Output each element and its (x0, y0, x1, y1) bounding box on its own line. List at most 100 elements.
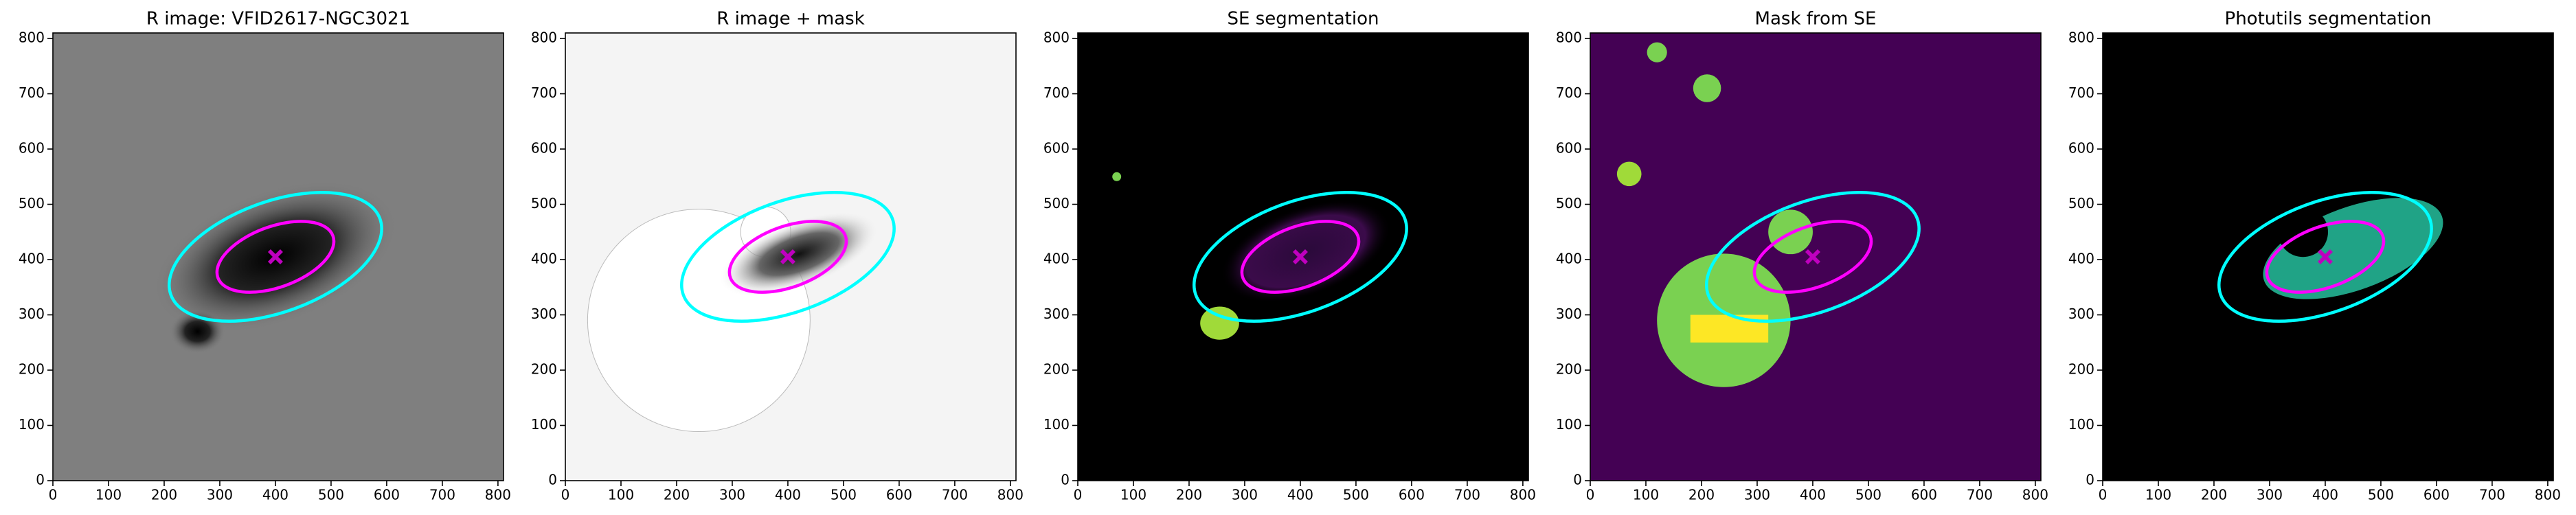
y-tick-label: 500 (19, 195, 45, 211)
x-tick-label: 700 (942, 487, 968, 503)
panel: 0 100 200 300 400 500 600 700 800 0 100 200 300 400 50… (1043, 9, 1536, 503)
x-tick-label: 500 (1855, 487, 1882, 503)
x-tick-label: 100 (1120, 487, 1146, 503)
y-tick-label: 700 (531, 84, 557, 101)
axes-frame (1590, 32, 2042, 481)
x-tick-label: 500 (1343, 487, 1369, 503)
chart-title: Photutils segmentation (2225, 9, 2432, 30)
y-tick-label: 400 (531, 251, 557, 267)
aperture-ellipse (2217, 190, 2433, 323)
x-tick-label: 700 (1967, 487, 1993, 503)
y-tick-label: 800 (2068, 30, 2094, 46)
x-tick-label: 200 (1688, 487, 1715, 503)
y-tick-label: 0 (548, 472, 557, 488)
center-marker (2317, 249, 2333, 264)
axes-frame (1077, 32, 1529, 481)
y-tick-label: 100 (1556, 416, 1582, 433)
y-tick-label: 700 (1043, 84, 1070, 101)
aperture-ellipse (1240, 220, 1361, 294)
y-tick-label: 100 (19, 416, 45, 433)
center-marker (1292, 249, 1308, 264)
y-tick-label: 200 (1556, 361, 1582, 378)
x-tick-label: 100 (608, 487, 634, 503)
y-tick-label: 200 (19, 361, 45, 378)
y-tick-label: 200 (2068, 361, 2094, 378)
x-tick-label: 600 (1911, 487, 1937, 503)
segment (2263, 198, 2443, 299)
x-tick-label: 800 (997, 487, 1024, 503)
y-tick-label: 300 (19, 306, 45, 322)
axes-frame (52, 32, 504, 481)
chart-title: SE segmentation (1228, 9, 1379, 30)
aperture-ellipse (168, 190, 383, 323)
x-tick-label: 800 (1510, 487, 1536, 503)
chart-title: R image: VFID2617-NGC3021 (146, 9, 410, 30)
x-tick-label: 300 (1232, 487, 1258, 503)
x-tick-label: 300 (1744, 487, 1770, 503)
y-tick-label: 600 (1043, 140, 1070, 157)
segment (719, 211, 879, 297)
x-tick-label: 500 (318, 487, 344, 503)
y-tick-label: 100 (2068, 416, 2094, 433)
aperture-ellipse (1193, 190, 1408, 323)
x-tick-label: 400 (2312, 487, 2338, 503)
y-tick-label: 700 (19, 84, 45, 101)
y-tick-label: 100 (1043, 416, 1070, 433)
aperture-ellipse (727, 220, 848, 294)
x-tick-label: 200 (1176, 487, 1202, 503)
x-tick-label: 400 (262, 487, 289, 503)
y-tick-label: 300 (1043, 306, 1070, 322)
segment (1616, 161, 1642, 187)
y-tick-label: 400 (19, 251, 45, 267)
y-tick-label: 800 (1043, 30, 1070, 46)
y-tick-label: 300 (2068, 306, 2094, 322)
x-tick-label: 200 (2201, 487, 2227, 503)
x-tick-label: 0 (561, 487, 570, 503)
x-tick-label: 100 (95, 487, 122, 503)
x-tick-label: 500 (2368, 487, 2394, 503)
x-tick-label: 700 (429, 487, 455, 503)
x-tick-label: 0 (1586, 487, 1595, 503)
x-tick-label: 400 (775, 487, 801, 503)
x-tick-label: 100 (1633, 487, 1659, 503)
x-tick-label: 400 (1287, 487, 1313, 503)
x-tick-label: 300 (719, 487, 745, 503)
y-tick-label: 800 (531, 30, 557, 46)
x-tick-label: 500 (831, 487, 857, 503)
aperture-ellipse (1705, 190, 1921, 323)
image (1078, 33, 1528, 481)
y-tick-label: 300 (1556, 306, 1582, 322)
segment (1690, 314, 1769, 343)
x-tick-label: 300 (2257, 487, 2283, 503)
y-tick-label: 600 (19, 140, 45, 157)
x-tick-label: 600 (374, 487, 400, 503)
y-tick-label: 600 (531, 140, 557, 157)
aperture-ellipse (1752, 220, 1873, 294)
x-tick-label: 600 (1399, 487, 1425, 503)
y-tick-label: 0 (1573, 472, 1582, 488)
y-tick-label: 700 (2068, 84, 2094, 101)
aperture-ellipse (680, 190, 896, 323)
segment (1647, 42, 1667, 62)
panel: 0 100 200 300 400 500 600 700 800 0 100 200 300 400 50… (1556, 9, 2048, 503)
x-tick-label: 600 (886, 487, 912, 503)
x-tick-label: 800 (2535, 487, 2561, 503)
y-tick-label: 500 (2068, 195, 2094, 211)
image (565, 33, 1016, 481)
x-tick-label: 700 (2479, 487, 2505, 503)
y-tick-label: 500 (1043, 195, 1070, 211)
x-tick-label: 300 (207, 487, 233, 503)
y-tick-label: 800 (19, 30, 45, 46)
y-tick-label: 400 (1043, 251, 1070, 267)
y-tick-label: 0 (2086, 472, 2094, 488)
x-tick-label: 800 (485, 487, 511, 503)
y-tick-label: 400 (2068, 251, 2094, 267)
y-tick-label: 700 (1556, 84, 1582, 101)
y-tick-label: 200 (531, 361, 557, 378)
panel: 0 100 200 300 400 500 600 700 800 0 100 200 300 400 50… (19, 9, 511, 503)
panel: 0 100 200 300 400 500 600 700 800 0 100 200 300 400 50… (2068, 9, 2561, 503)
x-tick-label: 800 (2022, 487, 2048, 503)
axes-frame (565, 32, 1017, 481)
